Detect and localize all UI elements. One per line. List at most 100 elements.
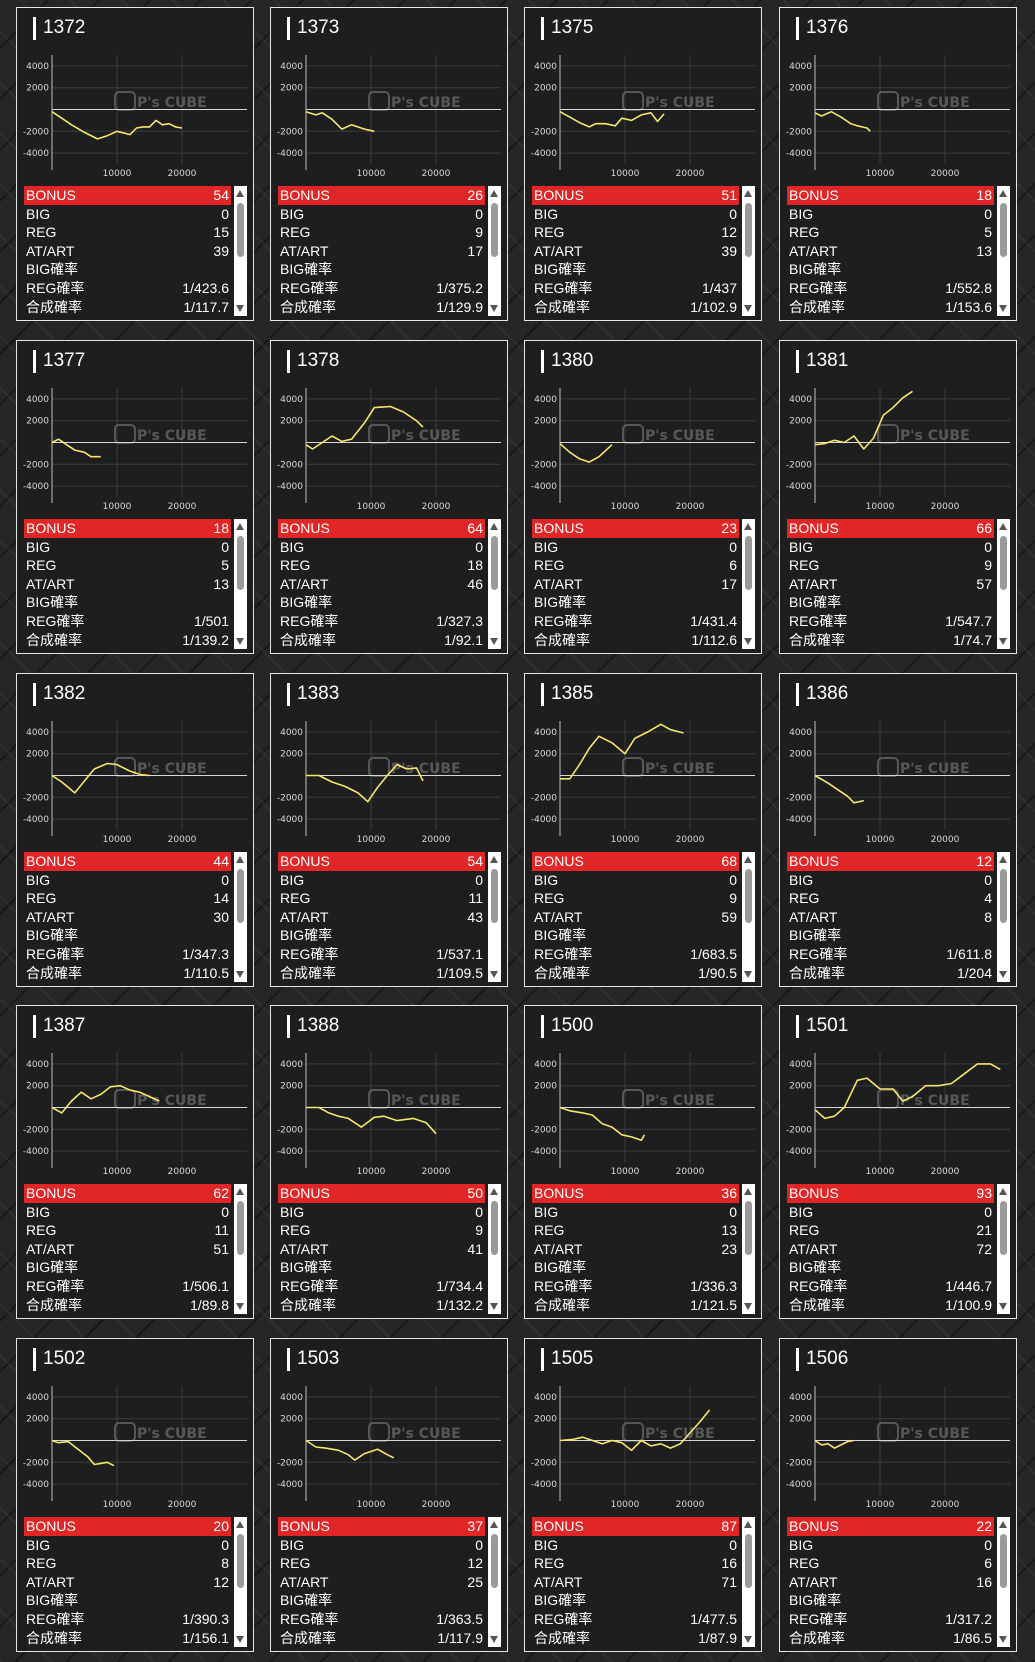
scroll-down-arrow-icon[interactable] [744, 1303, 752, 1310]
table-scrollbar[interactable] [488, 852, 501, 982]
machine-card[interactable]: 1372 P's CUBE 4000 2000 -2000 -4000 10000 20000… [16, 7, 254, 321]
scroll-up-arrow-icon[interactable] [236, 523, 244, 530]
table-scrollbar[interactable] [234, 852, 247, 982]
scroll-up-arrow-icon[interactable] [490, 190, 498, 197]
table-scrollbar[interactable] [742, 852, 755, 982]
scroll-down-arrow-icon[interactable] [744, 1636, 752, 1643]
scroll-down-arrow-icon[interactable] [490, 1303, 498, 1310]
scroll-down-arrow-icon[interactable] [999, 971, 1007, 978]
table-scrollbar[interactable] [234, 186, 247, 316]
scroll-up-arrow-icon[interactable] [999, 523, 1007, 530]
table-scrollbar[interactable] [488, 1517, 501, 1647]
machine-card[interactable]: 1382 P's CUBE 4000 2000 -2000 -4000 10000 20000… [16, 673, 254, 987]
scroll-up-arrow-icon[interactable] [999, 856, 1007, 863]
scroll-thumb[interactable] [491, 1534, 498, 1588]
table-scrollbar[interactable] [234, 1517, 247, 1647]
scroll-down-arrow-icon[interactable] [490, 305, 498, 312]
machine-card[interactable]: 1503 P's CUBE 4000 2000 -2000 -4000 10000 20000… [270, 1338, 508, 1652]
scroll-thumb[interactable] [491, 536, 498, 590]
scroll-up-arrow-icon[interactable] [744, 1188, 752, 1195]
scroll-up-arrow-icon[interactable] [999, 1188, 1007, 1195]
scroll-up-arrow-icon[interactable] [236, 856, 244, 863]
machine-card[interactable]: 1373 P's CUBE 4000 2000 -2000 -4000 10000 20000… [270, 7, 508, 321]
scroll-up-arrow-icon[interactable] [490, 856, 498, 863]
scroll-thumb[interactable] [1000, 203, 1007, 257]
scroll-down-arrow-icon[interactable] [999, 638, 1007, 645]
scroll-thumb[interactable] [745, 203, 752, 257]
machine-card[interactable]: 1386 P's CUBE 4000 2000 -2000 -4000 10000 20000… [779, 673, 1017, 987]
scroll-thumb[interactable] [237, 203, 244, 257]
table-scrollbar[interactable] [997, 186, 1010, 316]
scroll-up-arrow-icon[interactable] [744, 523, 752, 530]
scroll-down-arrow-icon[interactable] [236, 971, 244, 978]
table-scrollbar[interactable] [742, 1184, 755, 1314]
machine-card[interactable]: 1375 P's CUBE 4000 2000 -2000 -4000 10000 20000… [524, 7, 762, 321]
machine-card[interactable]: 1378 P's CUBE 4000 2000 -2000 -4000 10000 20000… [270, 340, 508, 654]
scroll-down-arrow-icon[interactable] [999, 1303, 1007, 1310]
scroll-up-arrow-icon[interactable] [999, 190, 1007, 197]
machine-card[interactable]: 1500 P's CUBE 4000 2000 -2000 -4000 10000 20000… [524, 1005, 762, 1319]
scroll-up-arrow-icon[interactable] [744, 190, 752, 197]
scroll-thumb[interactable] [745, 869, 752, 923]
scroll-down-arrow-icon[interactable] [490, 638, 498, 645]
scroll-down-arrow-icon[interactable] [744, 638, 752, 645]
scroll-up-arrow-icon[interactable] [744, 856, 752, 863]
scroll-down-arrow-icon[interactable] [999, 1636, 1007, 1643]
scroll-up-arrow-icon[interactable] [236, 190, 244, 197]
table-scrollbar[interactable] [488, 1184, 501, 1314]
table-scrollbar[interactable] [488, 186, 501, 316]
table-scrollbar[interactable] [997, 1517, 1010, 1647]
scroll-down-arrow-icon[interactable] [236, 638, 244, 645]
scroll-thumb[interactable] [491, 203, 498, 257]
scroll-thumb[interactable] [491, 1201, 498, 1255]
scroll-up-arrow-icon[interactable] [490, 1521, 498, 1528]
scroll-down-arrow-icon[interactable] [236, 1303, 244, 1310]
scroll-up-arrow-icon[interactable] [490, 523, 498, 530]
table-scrollbar[interactable] [742, 519, 755, 649]
machine-card[interactable]: 1505 P's CUBE 4000 2000 -2000 -4000 10000 20000… [524, 1338, 762, 1652]
scroll-down-arrow-icon[interactable] [744, 305, 752, 312]
scroll-thumb[interactable] [237, 536, 244, 590]
machine-card[interactable]: 1377 P's CUBE 4000 2000 -2000 -4000 10000 20000… [16, 340, 254, 654]
scroll-thumb[interactable] [745, 1534, 752, 1588]
scroll-down-arrow-icon[interactable] [490, 1636, 498, 1643]
table-scrollbar[interactable] [234, 1184, 247, 1314]
table-scrollbar[interactable] [742, 186, 755, 316]
scroll-down-arrow-icon[interactable] [744, 971, 752, 978]
scroll-thumb[interactable] [1000, 536, 1007, 590]
scroll-up-arrow-icon[interactable] [490, 1188, 498, 1195]
table-scrollbar[interactable] [488, 519, 501, 649]
scroll-down-arrow-icon[interactable] [236, 1636, 244, 1643]
scroll-up-arrow-icon[interactable] [999, 1521, 1007, 1528]
table-scrollbar[interactable] [234, 519, 247, 649]
scroll-up-arrow-icon[interactable] [744, 1521, 752, 1528]
machine-card[interactable]: 1376 P's CUBE 4000 2000 -2000 -4000 10000 20000… [779, 7, 1017, 321]
machine-card[interactable]: 1380 P's CUBE 4000 2000 -2000 -4000 10000 20000… [524, 340, 762, 654]
machine-card[interactable]: 1501 P's CUBE 4000 2000 -2000 -4000 10000 20000… [779, 1005, 1017, 1319]
scroll-thumb[interactable] [237, 1534, 244, 1588]
table-scrollbar[interactable] [997, 519, 1010, 649]
scroll-thumb[interactable] [1000, 1534, 1007, 1588]
scroll-thumb[interactable] [237, 869, 244, 923]
scroll-up-arrow-icon[interactable] [236, 1521, 244, 1528]
table-scrollbar[interactable] [742, 1517, 755, 1647]
scroll-thumb[interactable] [1000, 869, 1007, 923]
machine-card[interactable]: 1506 P's CUBE 4000 2000 -2000 -4000 10000 20000… [779, 1338, 1017, 1652]
machine-card[interactable]: 1383 P's CUBE 4000 2000 -2000 -4000 10000 20000… [270, 673, 508, 987]
scroll-down-arrow-icon[interactable] [236, 305, 244, 312]
scroll-thumb[interactable] [1000, 1201, 1007, 1255]
scroll-down-arrow-icon[interactable] [999, 305, 1007, 312]
scroll-thumb[interactable] [745, 1201, 752, 1255]
scroll-thumb[interactable] [491, 869, 498, 923]
machine-card[interactable]: 1502 P's CUBE 4000 2000 -2000 -4000 10000 20000… [16, 1338, 254, 1652]
scroll-down-arrow-icon[interactable] [490, 971, 498, 978]
scroll-thumb[interactable] [745, 536, 752, 590]
scroll-thumb[interactable] [237, 1201, 244, 1255]
machine-card[interactable]: 1387 P's CUBE 4000 2000 -2000 -4000 10000 20000… [16, 1005, 254, 1319]
machine-card[interactable]: 1381 P's CUBE 4000 2000 -2000 -4000 10000 20000… [779, 340, 1017, 654]
table-scrollbar[interactable] [997, 1184, 1010, 1314]
table-scrollbar[interactable] [997, 852, 1010, 982]
scroll-up-arrow-icon[interactable] [236, 1188, 244, 1195]
machine-card[interactable]: 1385 P's CUBE 4000 2000 -2000 -4000 10000 20000… [524, 673, 762, 987]
machine-card[interactable]: 1388 P's CUBE 4000 2000 -2000 -4000 10000 20000… [270, 1005, 508, 1319]
